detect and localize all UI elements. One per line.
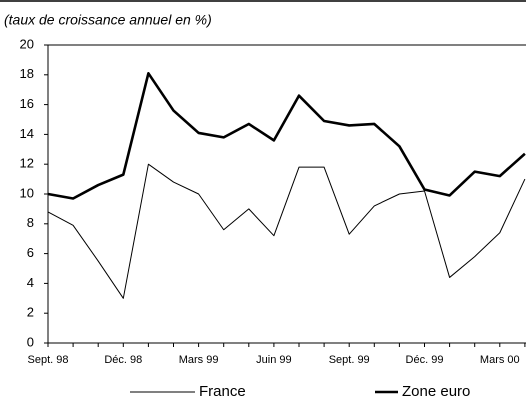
series-line <box>47 72 526 200</box>
x-tick-label: Déc. 99 <box>406 354 444 366</box>
plot-frame <box>47 44 526 344</box>
y-tick-label: 2 <box>27 305 34 320</box>
y-tick-label: 16 <box>20 96 34 111</box>
y-tick-label: 14 <box>20 126 34 141</box>
y-tick-label: 20 <box>20 36 34 51</box>
y-tick-label: 10 <box>20 185 34 200</box>
y-tick-label: 0 <box>27 334 34 349</box>
legend-label: Zone euro <box>402 383 470 400</box>
x-tick-label: Mars 00 <box>480 354 520 366</box>
y-tick-label: 8 <box>27 215 34 230</box>
legend-label: France <box>199 383 246 400</box>
y-tick-label: 6 <box>27 245 34 260</box>
y-tick-label: 4 <box>27 275 34 290</box>
x-tick-label: Sept. 98 <box>28 354 69 366</box>
x-tick-label: Mars 99 <box>179 354 219 366</box>
x-tick-label: Déc. 98 <box>104 354 142 366</box>
y-tick-label: 18 <box>20 66 34 81</box>
y-tick-label: 12 <box>20 156 34 171</box>
x-tick-label: Sept. 99 <box>329 354 370 366</box>
x-tick-label: Juin 99 <box>256 354 291 366</box>
chart-subtitle: (taux de croissance annuel en %) <box>4 12 212 28</box>
series-line <box>47 163 526 299</box>
